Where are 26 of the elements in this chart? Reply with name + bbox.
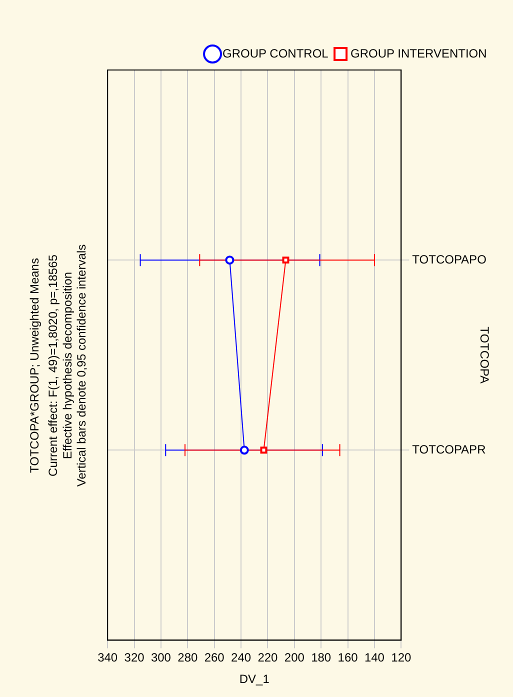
y-axis-title: TOTCOPA [477, 326, 492, 384]
x-tick-label: 180 [311, 650, 332, 665]
x-tick-label: 200 [284, 650, 305, 665]
x-tick-label: 240 [231, 650, 252, 665]
x-tick-label: 300 [150, 650, 172, 665]
y-tick-label: TOTCOPAPO [412, 252, 486, 266]
text: Effective hypothesis decomposition [60, 272, 74, 460]
text: Vertical bars denote 0,95 confidence intervals [74, 244, 89, 487]
point [225, 256, 234, 265]
x-tick-label: 220 [258, 650, 278, 665]
x-tick-label: 160 [338, 650, 358, 665]
x-tick-label: 340 [98, 650, 118, 665]
x-tick-label: 320 [124, 650, 145, 665]
text: TOTCOPA*GROUP; Unweighted Means [28, 258, 42, 473]
x-tick-label: 120 [391, 650, 412, 665]
text: Current effect: F(1, 49)=1,8020, p=,18565 [46, 254, 60, 476]
x-tick-label: 140 [364, 650, 385, 665]
legend-label: GROUP INTERVENTION [350, 46, 487, 60]
point [282, 256, 290, 264]
x-axis-title: DV_1 [239, 672, 270, 686]
point [260, 446, 268, 454]
y-tick-label: TOTCOPAPR [412, 442, 486, 456]
legend-label: GROUP CONTROL [222, 46, 329, 60]
x-tick-label: 260 [204, 650, 225, 665]
x-tick-label: 280 [178, 650, 198, 665]
point [240, 446, 249, 455]
